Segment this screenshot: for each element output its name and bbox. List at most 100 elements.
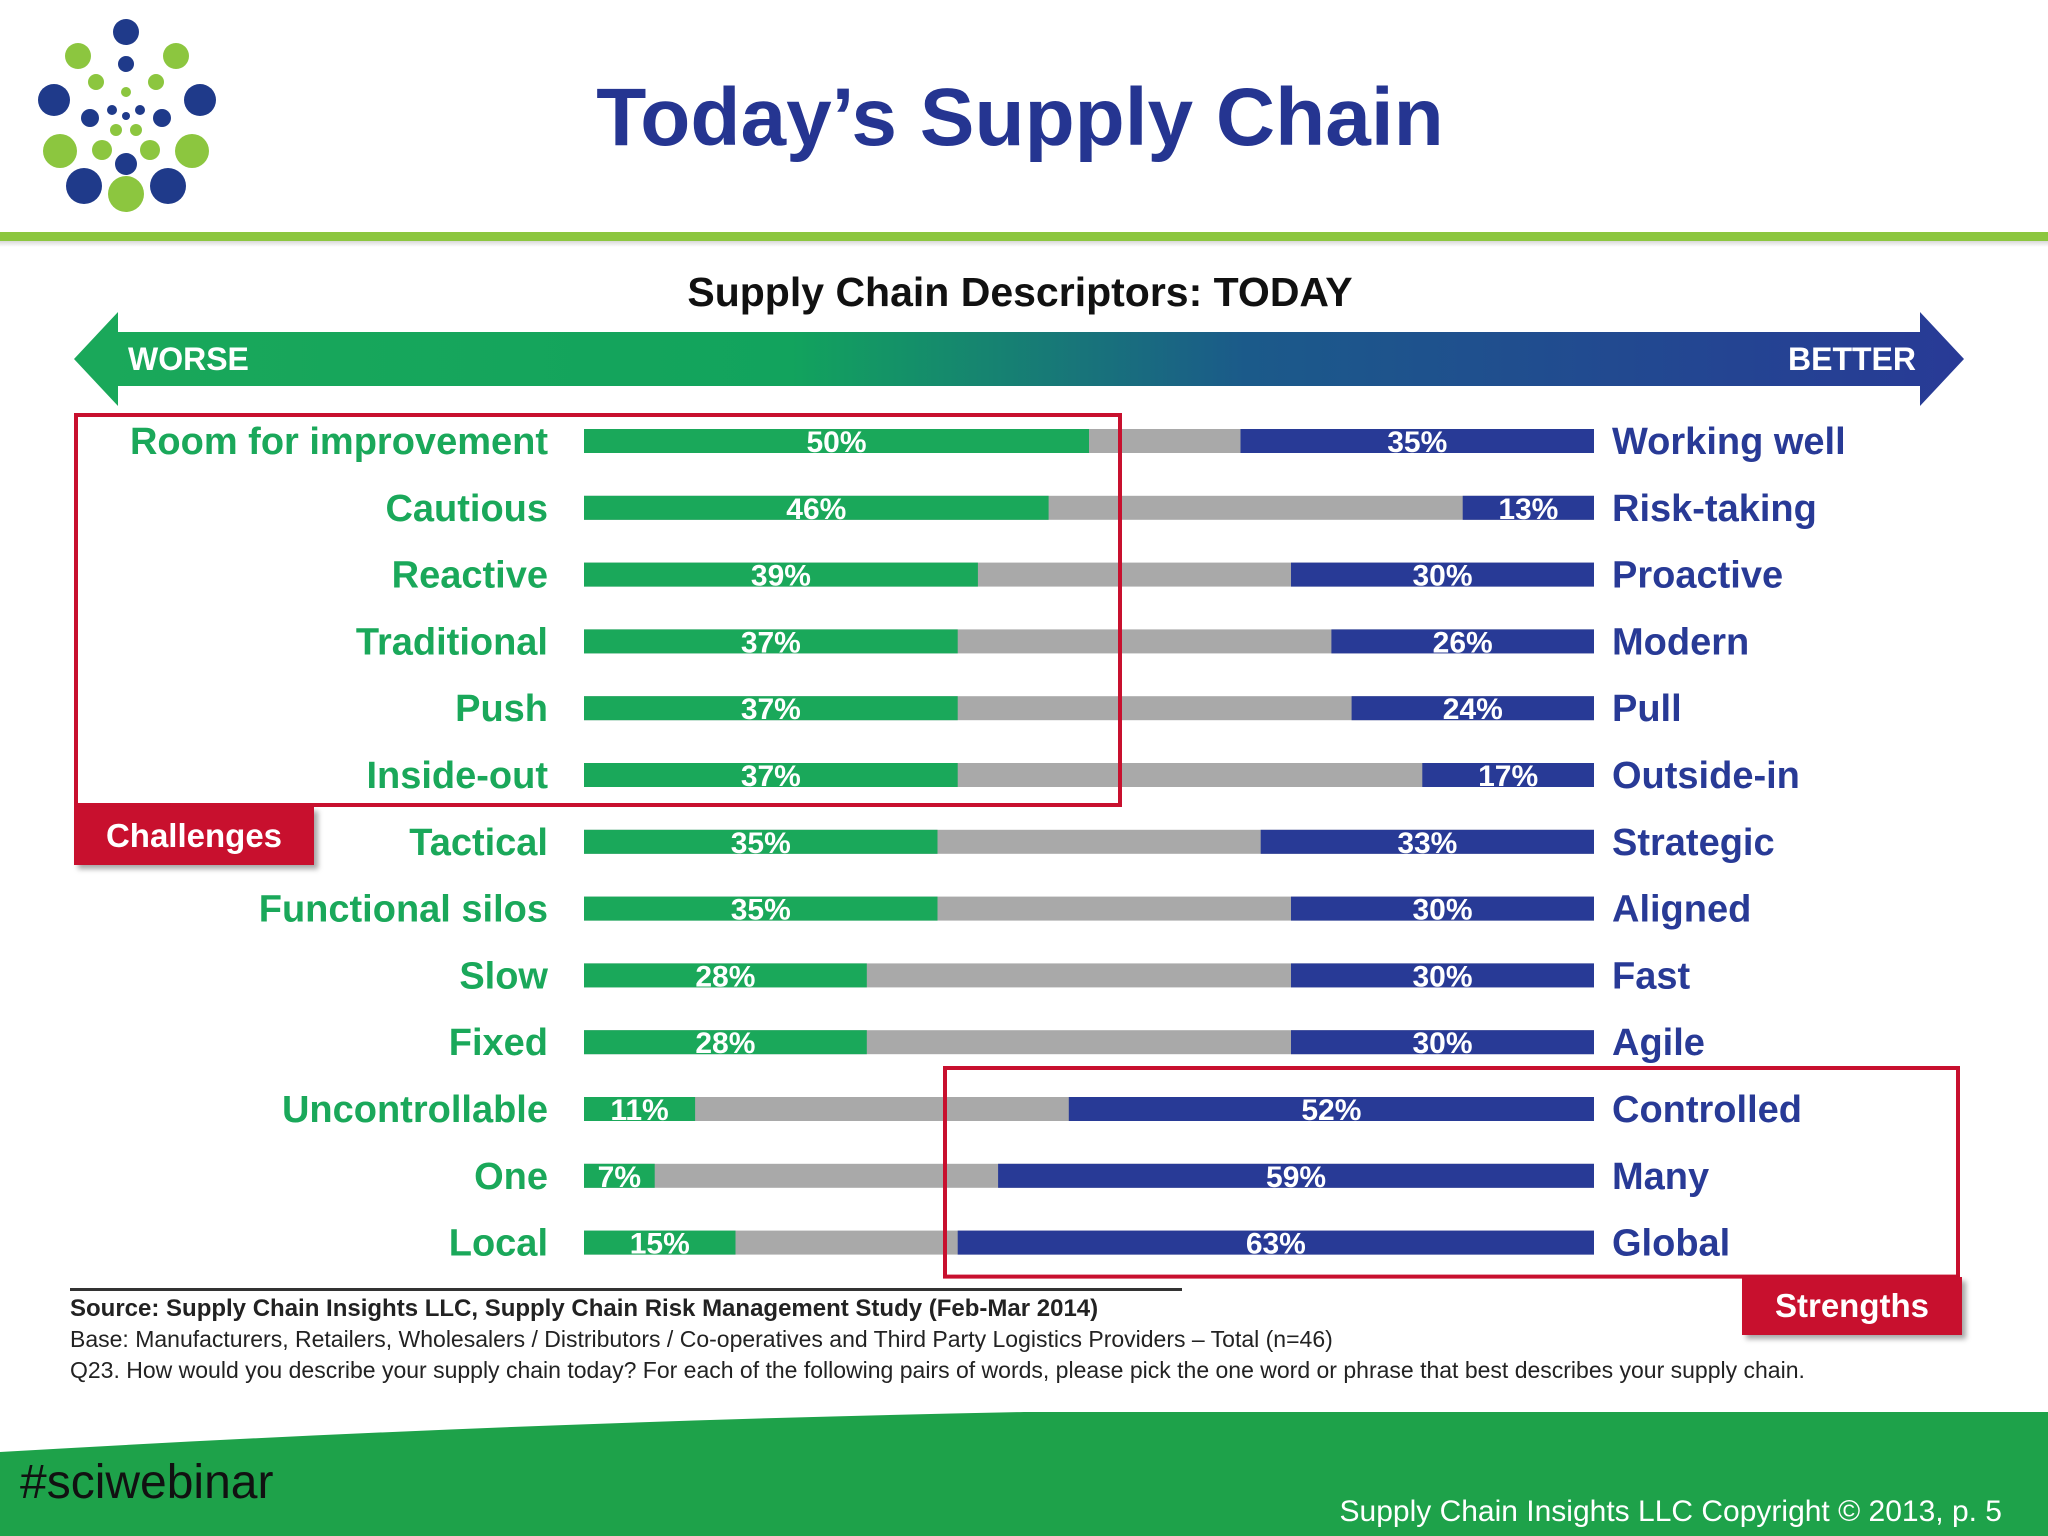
better-descriptor-0: Working well: [1612, 421, 1846, 463]
worse-bar-4: [584, 696, 958, 721]
worse-descriptor-11: One: [474, 1156, 548, 1198]
challenges-callout: Challenges: [74, 807, 314, 865]
worse-value-label-0: 50%: [806, 426, 866, 459]
better-bar-12: [957, 1230, 1594, 1255]
better-descriptor-4: Pull: [1612, 688, 1682, 730]
better-descriptor-5: Outside-in: [1612, 755, 1800, 797]
worse-bar-8: [584, 963, 867, 988]
worse-bar-9: [584, 1030, 867, 1055]
worse-value-label-10: 11%: [610, 1094, 668, 1127]
chart-rows: 50% 35% Room for improvement Working well 46…: [130, 421, 1846, 1265]
better-descriptor-9: Agile: [1612, 1022, 1705, 1064]
worse-bar-6: [584, 829, 938, 854]
worse-descriptor-7: Functional silos: [259, 889, 548, 931]
worse-descriptor-1: Cautious: [385, 488, 548, 530]
better-descriptor-1: Risk-taking: [1612, 488, 1817, 530]
worse-bar-12: [584, 1230, 736, 1255]
worse-value-label-2: 39%: [751, 560, 811, 593]
worse-bar-0: [584, 429, 1089, 453]
worse-descriptor-8: Slow: [459, 955, 548, 997]
worse-value-label-8: 28%: [695, 960, 755, 993]
better-descriptor-8: Fast: [1612, 955, 1690, 997]
better-descriptor-6: Strategic: [1612, 822, 1775, 864]
better-bar-3: [1331, 629, 1594, 654]
worse-descriptor-12: Local: [449, 1223, 548, 1265]
better-bar-10: [1068, 1097, 1594, 1121]
better-descriptor-7: Aligned: [1612, 889, 1751, 931]
better-descriptor-11: Many: [1612, 1156, 1709, 1198]
worse-value-label-11: 7%: [598, 1161, 641, 1194]
worse-descriptor-3: Traditional: [356, 621, 548, 663]
worse-bar-5: [584, 763, 958, 787]
better-value-label-7: 30%: [1412, 894, 1472, 927]
title-divider: [0, 232, 2048, 241]
better-bar-5: [1422, 763, 1594, 787]
better-value-label-8: 30%: [1412, 960, 1472, 993]
worse-value-label-12: 15%: [630, 1228, 690, 1261]
better-value-label-12: 63%: [1246, 1228, 1306, 1261]
strengths-callout: Strengths: [1742, 1277, 1962, 1335]
better-value-label-3: 26%: [1433, 626, 1493, 659]
source-divider: [70, 1288, 1182, 1291]
better-value-label-4: 24%: [1443, 693, 1503, 726]
worse-bar-7: [584, 896, 938, 921]
better-bar-6: [1260, 829, 1594, 854]
worse-descriptor-6: Tactical: [409, 822, 548, 864]
worse-label: WORSE: [128, 341, 249, 377]
worse-value-label-4: 37%: [741, 693, 801, 726]
worse-value-label-3: 37%: [741, 626, 801, 659]
better-bar-11: [998, 1163, 1594, 1188]
worse-value-label-1: 46%: [786, 493, 846, 526]
logo-dots: [38, 19, 216, 212]
better-descriptor-12: Global: [1612, 1223, 1730, 1265]
better-descriptor-3: Modern: [1612, 621, 1749, 663]
strengths-highlight-box: [943, 1066, 1960, 1279]
worse-value-label-7: 35%: [731, 894, 791, 927]
copyright-text: Supply Chain Insights LLC Copyright © 20…: [1339, 1495, 2003, 1528]
worse-descriptor-4: Push: [455, 688, 548, 730]
question-line: Q23. How would you describe your supply …: [70, 1357, 1805, 1383]
better-bar-7: [1291, 896, 1594, 921]
better-value-label-1: 13%: [1498, 493, 1558, 526]
base-line: Base: Manufacturers, Retailers, Wholesal…: [70, 1326, 1333, 1352]
better-label: BETTER: [1788, 341, 1916, 377]
worse-descriptor-0: Room for improvement: [130, 421, 548, 463]
better-value-label-5: 17%: [1478, 760, 1538, 793]
source-line: Source: Supply Chain Insights LLC, Suppl…: [70, 1295, 1099, 1322]
better-descriptor-10: Controlled: [1612, 1089, 1802, 1131]
chart-title: Supply Chain Descriptors: TODAY: [687, 269, 1353, 315]
worse-descriptor-10: Uncontrollable: [282, 1089, 548, 1131]
worse-bar-2: [584, 562, 978, 587]
worse-bar-3: [584, 629, 958, 654]
better-descriptor-2: Proactive: [1612, 555, 1783, 597]
worse-value-label-5: 37%: [741, 760, 801, 793]
worse-value-label-9: 28%: [695, 1027, 755, 1060]
company-logo: [38, 19, 216, 212]
worse-bar-11: [584, 1163, 655, 1188]
better-bar-0: [1240, 429, 1594, 453]
better-bar-4: [1351, 696, 1594, 721]
slide-title: Today’s Supply Chain: [596, 72, 1444, 163]
source-notes: Source: Supply Chain Insights LLC, Suppl…: [70, 1293, 1950, 1386]
footer-band: [0, 1412, 2048, 1536]
worse-value-label-6: 35%: [731, 827, 791, 860]
better-value-label-6: 33%: [1397, 827, 1457, 860]
worse-bar-1: [584, 495, 1049, 520]
better-bar-8: [1291, 963, 1594, 988]
worse-descriptor-5: Inside-out: [366, 755, 548, 797]
better-value-label-0: 35%: [1387, 426, 1447, 459]
challenges-highlight-box: [74, 413, 1122, 807]
better-value-label-10: 52%: [1301, 1094, 1361, 1127]
better-value-label-9: 30%: [1412, 1027, 1472, 1060]
worse-better-arrow: WORSE BETTER: [74, 312, 1964, 406]
title-divider-shadow: [0, 241, 2048, 247]
better-bar-1: [1462, 495, 1594, 520]
arrow-shape: [74, 312, 1964, 406]
worse-descriptor-2: Reactive: [392, 555, 548, 597]
worse-bar-10: [584, 1097, 696, 1121]
hashtag: #sciwebinar: [20, 1456, 274, 1509]
better-value-label-11: 59%: [1266, 1161, 1326, 1194]
better-value-label-2: 30%: [1412, 560, 1472, 593]
better-bar-2: [1291, 562, 1594, 587]
